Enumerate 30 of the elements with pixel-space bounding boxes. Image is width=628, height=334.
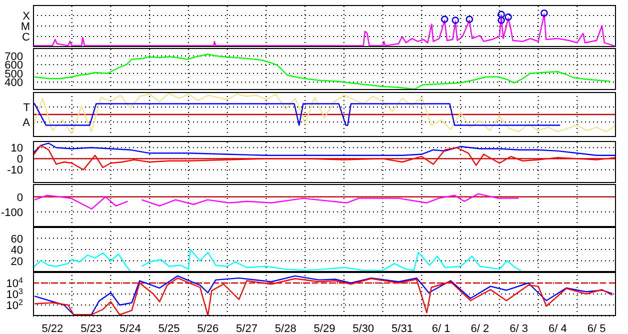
- text: C: [22, 32, 30, 44]
- x-tick-label: 5/23: [80, 323, 102, 334]
- x-tick-label: 6/ 1: [432, 323, 450, 334]
- y-tick-label: 0: [16, 154, 23, 166]
- x-tick-label: 5/27: [236, 323, 258, 334]
- x-tick-label: 6/ 4: [548, 323, 567, 334]
- x-tick-label: 5/30: [352, 323, 374, 334]
- y-tick-label: 10: [10, 142, 23, 155]
- x-tick-label: 6/ 3: [510, 323, 528, 334]
- x-tick-label: 5/26: [197, 323, 219, 334]
- x-tick-label: 5/29: [314, 323, 336, 334]
- x-tick-label: 6/ 5: [587, 323, 606, 334]
- x-tick-label: 5/24: [119, 323, 141, 334]
- y-tick-label: 20: [10, 256, 23, 268]
- x-tick-label: 5/31: [392, 323, 413, 334]
- y-tick-label: -10: [7, 164, 23, 177]
- x-tick-label: 6/ 2: [470, 323, 490, 334]
- y-tick-label: 60: [10, 233, 23, 246]
- y-tick-label: 400: [4, 77, 23, 90]
- text: T: [23, 102, 30, 114]
- y-tick-label: 0: [16, 192, 23, 204]
- x-tick-label: 5/25: [158, 323, 180, 334]
- text: X: [22, 10, 31, 22]
- text: M: [20, 21, 30, 33]
- text: A: [22, 117, 31, 129]
- x-tick-label: 5/28: [274, 323, 296, 334]
- y-tick-label: 40: [10, 244, 23, 256]
- x-tick-label: 5/22: [42, 323, 64, 334]
- y-tick-label: 10$^{2}$: [6, 298, 24, 312]
- y-tick-label: -100: [0, 206, 23, 219]
